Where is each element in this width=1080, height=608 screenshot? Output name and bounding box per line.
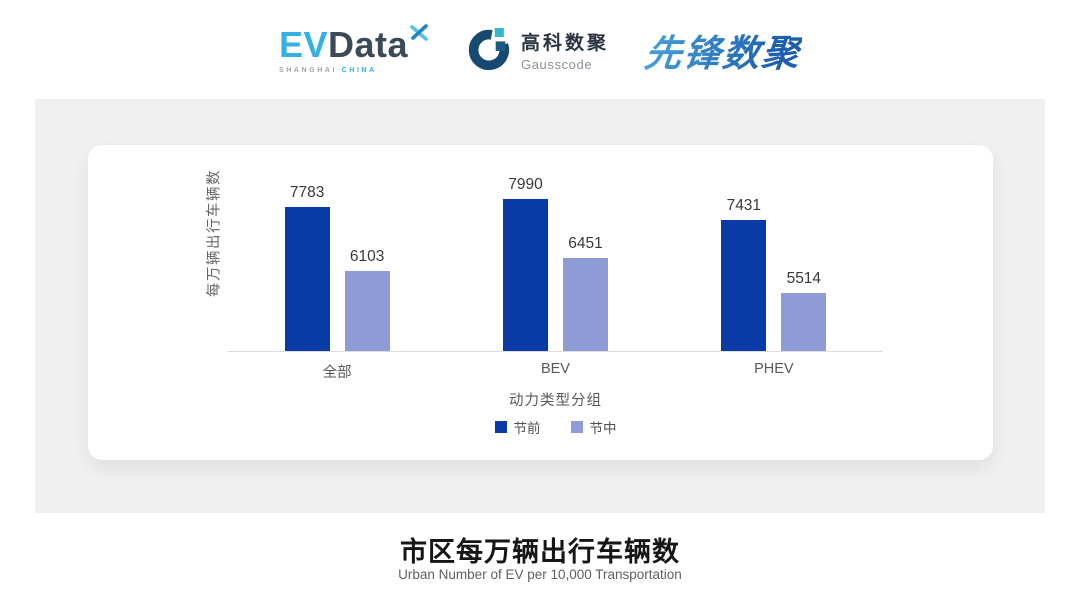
chart-card: 每万辆出行车辆数 7783 6103 7990 6451 7431 5514 全部 BEV P… xyxy=(88,145,993,460)
chart-panel: 每万辆出行车辆数 7783 6103 7990 6451 7431 5514 全部 BEV P… xyxy=(35,99,1045,513)
legend-item: 节中 xyxy=(570,417,617,437)
pioneer-logo: 先锋数聚 xyxy=(642,23,804,77)
bar-group: 7990 6451 xyxy=(502,176,608,351)
bar: 7431 xyxy=(721,197,767,351)
evdata-subtext-shanghai: SHANGHAI xyxy=(278,66,338,74)
bar-value-label: 6451 xyxy=(568,235,603,252)
bar-value-label: 5514 xyxy=(786,270,822,287)
bar-value-label: 7431 xyxy=(726,197,762,214)
x-axis-tick-label: 全部 xyxy=(322,365,352,381)
legend-swatch xyxy=(494,421,507,433)
x-axis-tick-label: PHEV xyxy=(754,361,794,377)
legend-item: 节前 xyxy=(494,417,541,437)
evdata-wordmark: EVData xyxy=(278,23,430,65)
chart-legend: 节前 节中 xyxy=(228,417,883,437)
plot-area: 7783 6103 7990 6451 7431 5514 xyxy=(228,176,883,352)
evdata-subtext-china: CHINA xyxy=(341,66,377,74)
y-axis-label: 每万辆出行车辆数 xyxy=(206,169,223,297)
x-axis-ticks: 全部 BEV PHEV xyxy=(228,361,883,382)
gausscode-text: 高科数聚 Gausscode xyxy=(521,28,609,72)
gausscode-logo: 高科数聚 Gausscode xyxy=(466,27,609,73)
evdata-logo: EVData SHANGHAI CHINA xyxy=(278,23,430,74)
bar: 7783 xyxy=(284,184,330,351)
evdata-wordmark-ev: EV xyxy=(278,23,328,65)
gausscode-cn-label: 高科数聚 xyxy=(521,33,610,54)
bar: 5514 xyxy=(781,270,827,351)
page-title: 市区每万辆出行车辆数 xyxy=(400,537,680,567)
x-axis-tick-label: BEV xyxy=(540,361,570,377)
g-ring-icon xyxy=(468,27,510,71)
legend-label: 节前 xyxy=(513,421,541,436)
bar-value-label: 7990 xyxy=(508,176,543,193)
gausscode-en-label: Gausscode xyxy=(521,57,593,72)
bar-group: 7431 5514 xyxy=(721,177,827,351)
bar-value-label: 7783 xyxy=(289,184,325,201)
logo-header: EVData SHANGHAI CHINA 高科数聚 Gausscode 先锋数 xyxy=(0,0,1080,100)
bar: 7990 xyxy=(502,176,548,351)
x-axis-label: 动力类型分组 xyxy=(509,393,602,409)
legend-label: 节中 xyxy=(589,421,617,436)
bar: 6451 xyxy=(562,235,608,351)
evdata-wordmark-data: Data xyxy=(327,23,409,65)
bar: 6103 xyxy=(344,248,390,351)
legend-swatch xyxy=(570,421,583,433)
page-subtitle: Urban Number of EV per 10,000 Transporta… xyxy=(398,567,682,582)
bar-value-label: 6103 xyxy=(349,248,385,265)
x-star-icon xyxy=(410,23,428,41)
bar-group: 7783 6103 xyxy=(284,177,390,351)
evdata-subtext: SHANGHAI CHINA xyxy=(279,67,430,74)
